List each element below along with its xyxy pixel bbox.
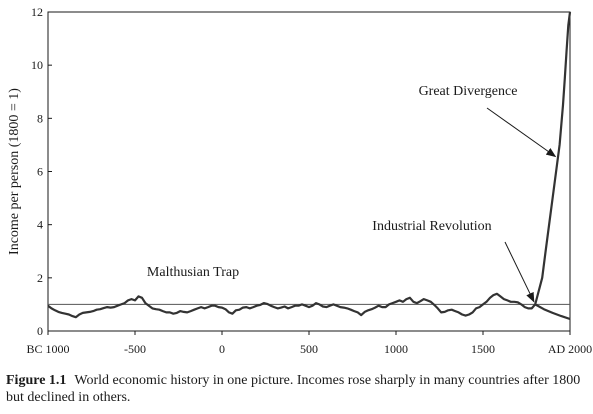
x-tick-label: 0 [219,342,225,356]
annotation-label: Malthusian Trap [147,265,239,280]
y-axis-label: Income per person (1800 = 1) [7,88,22,255]
series-line-1 [47,292,537,319]
annotation-arrow [504,241,535,303]
y-tick-label: 8 [37,111,43,125]
plot-frame [47,11,571,332]
y-tick-label: 10 [31,58,43,72]
y-tick-label: 12 [31,5,43,19]
y-tick-label: 4 [37,218,43,232]
x-tick-label: 1500 [471,342,495,356]
x-tick-label: 500 [300,342,318,356]
y-axis: 0 2 4 6 8 10 12 [31,5,52,338]
x-tick-label: BC 1000 [26,342,69,356]
figure-caption: Figure 1.1 World economic history in one … [6,372,588,406]
annotations: Malthusian Trap Industrial Revolution Grea… [147,84,557,303]
y-tick-label: 2 [37,271,43,285]
annotation-arrow [486,107,557,158]
annotation-label: Industrial Revolution [372,219,491,234]
x-tick-label: AD 2000 [548,342,592,356]
y-tick-label: 6 [37,165,43,179]
chart: 0 2 4 6 8 10 12 BC 1000 -500 0 500 1000 1500 AD 2000… [7,5,592,356]
series-group [47,11,572,321]
series-line-3 [534,303,571,321]
x-axis: BC 1000 -500 0 500 1000 1500 AD 2000 [26,331,592,356]
caption-text: World economic history in one picture. I… [6,373,581,405]
annotation-label: Great Divergence [419,84,518,99]
x-tick-label: -500 [124,342,146,356]
series-line-2 [534,11,572,305]
figure-label: Figure 1.1 [6,373,67,388]
y-tick-label: 0 [37,324,43,338]
x-tick-label: 1000 [384,342,408,356]
